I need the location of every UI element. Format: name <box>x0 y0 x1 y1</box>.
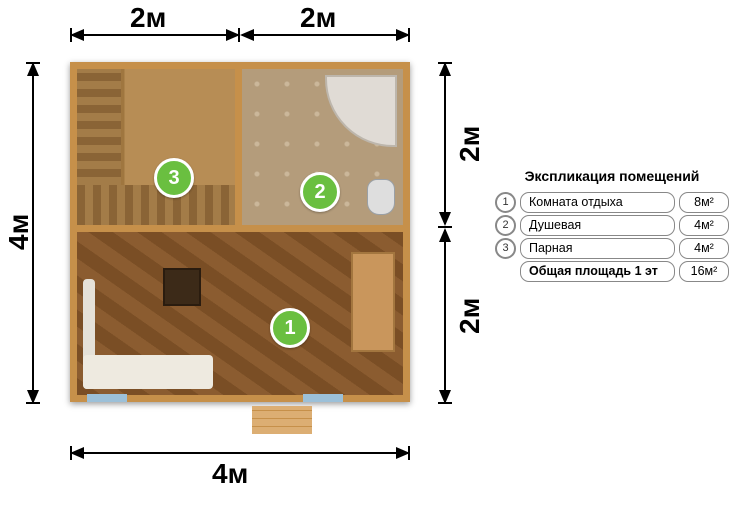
dim-arrow-icon <box>70 447 84 459</box>
dim-label-bottom: 4м <box>212 458 248 490</box>
dim-tick <box>408 28 410 42</box>
legend-title: Экспликация помещений <box>495 168 729 184</box>
dim-tick <box>238 28 240 42</box>
legend-row-total: Общая площадь 1 эт 16м² <box>495 261 729 282</box>
legend-row: 1 Комната отдыха 8м² <box>495 192 729 213</box>
canvas: 1 2 3 2м 2м 4м 4м 2м 2м Экспликация поме… <box>0 0 735 507</box>
dim-arrow-icon <box>70 29 84 41</box>
dim-arrow-icon <box>439 62 451 76</box>
dim-tick <box>26 402 40 404</box>
shower-stall-icon <box>325 75 397 147</box>
entry-steps <box>252 406 312 434</box>
dim-line-top-1 <box>72 34 238 36</box>
dim-line-bottom <box>72 452 408 454</box>
legend-area-2: 4м² <box>679 215 729 236</box>
interior-wall-horizontal <box>77 225 403 232</box>
dim-tick <box>438 62 452 64</box>
dim-tick <box>408 446 410 460</box>
floor-plan <box>70 62 410 402</box>
legend-num-3: 3 <box>495 238 516 259</box>
dim-label-top-2: 2м <box>300 2 336 34</box>
room-rest <box>77 232 403 395</box>
legend-area-1: 8м² <box>679 192 729 213</box>
dim-label-right-2: 2м <box>454 298 486 334</box>
dim-arrow-icon <box>439 212 451 226</box>
dim-label-right-1: 2м <box>454 126 486 162</box>
toilet-icon <box>367 179 395 215</box>
interior-wall-vertical <box>235 69 242 225</box>
dim-line-top-2 <box>242 34 408 36</box>
legend-num-2: 2 <box>495 215 516 236</box>
room-badge-2: 2 <box>300 172 340 212</box>
legend: Экспликация помещений 1 Комната отдыха 8… <box>495 168 729 284</box>
legend-name-2: Душевая <box>520 215 675 236</box>
legend-num-1: 1 <box>495 192 516 213</box>
window-icon <box>87 394 127 402</box>
coffee-table <box>163 268 201 306</box>
dim-arrow-icon <box>27 62 39 76</box>
legend-area-3: 4м² <box>679 238 729 259</box>
dim-label-top-1: 2м <box>130 2 166 34</box>
legend-row: 3 Парная 4м² <box>495 238 729 259</box>
dim-tick <box>70 28 72 42</box>
dim-arrow-icon <box>439 228 451 242</box>
legend-name-3: Парная <box>520 238 675 259</box>
legend-total-name: Общая площадь 1 эт <box>520 261 675 282</box>
window-icon <box>303 394 343 402</box>
dim-label-left: 4м <box>3 214 35 250</box>
legend-row: 2 Душевая 4м² <box>495 215 729 236</box>
room-badge-3: 3 <box>154 158 194 198</box>
room-steam <box>77 69 235 225</box>
sauna-bench-horizontal <box>77 185 235 225</box>
legend-name-1: Комната отдыха <box>520 192 675 213</box>
cabinet <box>351 252 395 352</box>
dim-arrow-icon <box>240 29 254 41</box>
dim-line-right-1 <box>444 64 446 224</box>
room-badge-1: 1 <box>270 308 310 348</box>
dim-line-right-2 <box>444 230 446 402</box>
sofa-seat <box>83 355 213 389</box>
legend-total-area: 16м² <box>679 261 729 282</box>
dim-tick <box>70 446 72 460</box>
dim-tick <box>26 62 40 64</box>
dim-tick <box>438 402 452 404</box>
dim-tick <box>438 226 452 228</box>
